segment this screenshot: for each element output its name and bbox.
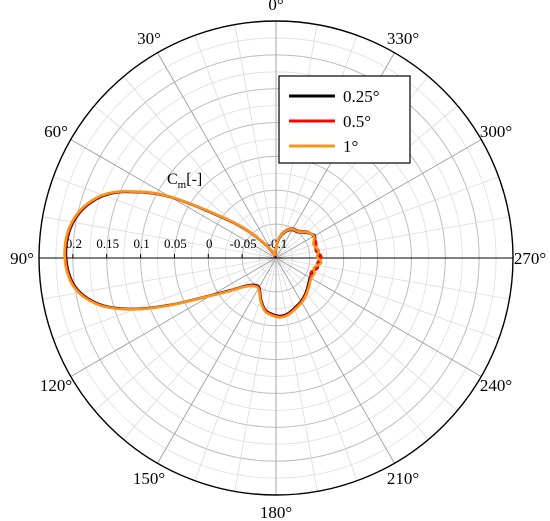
radial-axis-title-suffix: [-] <box>186 171 202 188</box>
angle-label: 240° <box>480 376 512 395</box>
angle-label: 270° <box>514 249 546 268</box>
angular-grid-spoke <box>234 257 277 492</box>
radial-tick-label: 0.1 <box>133 236 149 251</box>
radial-axis-title: Cm[-] <box>167 171 202 191</box>
legend: 0.25° 0.5° 1° <box>278 75 411 164</box>
radial-axis-title-main: C <box>167 171 178 188</box>
radial-tick-label: 0.2 <box>66 236 82 251</box>
angle-label: 210° <box>387 469 419 488</box>
legend-entry-label: 0.25° <box>343 87 380 106</box>
angular-grid-spoke <box>275 257 395 464</box>
angular-grid-spoke <box>275 176 499 259</box>
angular-grid-spoke <box>157 52 277 259</box>
outer-circle <box>38 20 514 496</box>
angle-label: 60° <box>44 122 68 141</box>
angular-grid-spoke <box>275 257 429 440</box>
angle-label: 330° <box>387 29 419 48</box>
angle-labels: 0° 30° 60° 90° 120° 150° 180° 210° 240° 270° 300° 3… <box>10 0 546 521</box>
radial-tick-label: 0.05 <box>164 236 187 251</box>
angular-grid-spoke <box>275 257 318 492</box>
angular-grid-spoke <box>42 216 277 259</box>
outer-boundary <box>38 20 514 496</box>
series-line-3 <box>63 190 323 319</box>
series-lines <box>63 190 323 319</box>
legend-entry-label: 0.5° <box>343 112 371 131</box>
angular-grid-spoke <box>275 257 458 411</box>
angular-grid-spoke <box>123 257 277 440</box>
angular-grid-spoke <box>123 76 277 259</box>
angular-grid-spoke <box>275 257 510 300</box>
angular-grid-spoke <box>53 257 277 340</box>
legend-entry-label: 1° <box>343 137 358 156</box>
angle-label: 30° <box>137 29 161 48</box>
angular-grid-spoke <box>94 105 277 259</box>
angular-grid-spoke <box>53 176 277 259</box>
radial-tick-label: -0.05 <box>230 236 257 251</box>
angular-grid-spoke <box>275 257 499 340</box>
angle-label: 180° <box>260 503 292 521</box>
angular-grid-spoke <box>234 24 277 259</box>
angular-grid-spoke <box>275 139 482 259</box>
angular-grid-spoke <box>194 257 277 481</box>
angle-label: 0° <box>268 0 283 14</box>
angle-label: 90° <box>10 249 34 268</box>
angle-label: 150° <box>133 469 165 488</box>
angular-grid-spoke <box>94 257 277 411</box>
angle-label: 120° <box>40 376 72 395</box>
angular-grid-spoke <box>275 257 358 481</box>
angular-grid-spoke <box>70 257 277 377</box>
radial-tick-label: 0.15 <box>96 236 119 251</box>
radial-tick-label: 0 <box>206 236 213 251</box>
angular-grid-spoke <box>194 35 277 259</box>
angle-label: 300° <box>480 122 512 141</box>
radial-axis-title-sub: m <box>178 179 187 191</box>
angular-grid-spoke <box>157 257 277 464</box>
